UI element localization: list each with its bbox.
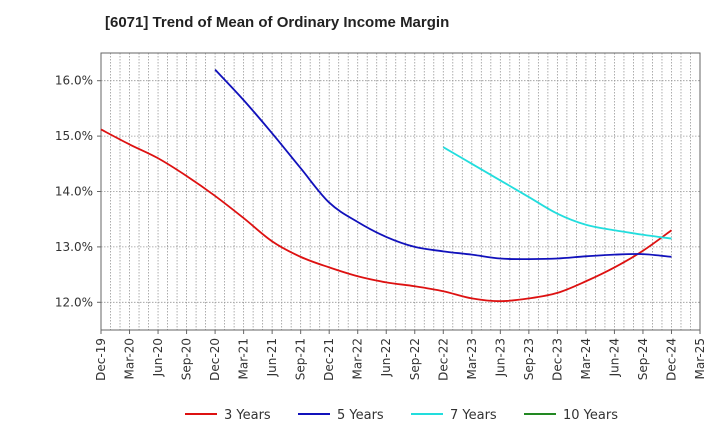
x-tick-label: Jun-23 (493, 338, 507, 377)
x-tick-label: Sep-20 (180, 338, 194, 380)
x-tick-label: Sep-21 (294, 338, 308, 380)
x-tick-label: Sep-24 (636, 338, 650, 380)
legend-label: 7 Years (450, 408, 497, 423)
legend: 3 Years 5 Years 7 Years 10 Years (185, 408, 618, 423)
legend-item: 5 Years (298, 408, 384, 423)
x-tick-label: Mar-21 (237, 338, 251, 379)
x-tick-label: Mar-25 (693, 338, 707, 379)
x-axis-ticks: Dec-19 Mar-20 Jun-20 Sep-20 Dec-20 Mar-21 Jun-… (94, 330, 707, 381)
y-tick-label: 12.0% (55, 295, 93, 309)
chart-title: [6071] Trend of Mean of Ordinary Income … (105, 14, 450, 31)
x-tick-label: Dec-23 (550, 338, 564, 381)
legend-item: 10 Years (524, 408, 618, 423)
plot-area-frame (100, 52, 701, 331)
x-tick-label: Dec-20 (208, 338, 222, 381)
y-tick-label: 13.0% (55, 240, 93, 254)
x-tick-label: Sep-22 (408, 338, 422, 380)
x-tick-label: Mar-23 (465, 338, 479, 379)
x-tick-label: Dec-22 (436, 338, 450, 381)
x-tick-label: Mar-24 (579, 338, 593, 379)
x-tick-label: Jun-21 (265, 338, 279, 377)
y-axis-ticks: 12.0% 13.0% 14.0% 15.0% 16.0% (55, 74, 101, 309)
y-tick-label: 15.0% (55, 129, 93, 143)
legend-label: 3 Years (224, 408, 271, 423)
series-lines (100, 69, 673, 303)
legend-item: 3 Years (185, 408, 271, 423)
series-line (442, 146, 672, 240)
y-tick-label: 16.0% (55, 74, 93, 88)
x-tick-label: Mar-22 (351, 338, 365, 379)
y-tick-label: 14.0% (55, 185, 93, 199)
x-tick-label: Dec-24 (664, 338, 678, 381)
x-tick-label: Mar-20 (123, 338, 137, 379)
x-tick-label: Jun-24 (607, 338, 621, 377)
grid (101, 53, 700, 330)
legend-item: 7 Years (411, 408, 497, 423)
x-tick-label: Jun-22 (379, 338, 393, 377)
legend-label: 5 Years (337, 408, 384, 423)
series-line (100, 128, 673, 303)
legend-label: 10 Years (563, 408, 618, 423)
x-tick-label: Sep-23 (522, 338, 536, 380)
x-tick-label: Jun-20 (151, 338, 165, 377)
x-tick-label: Dec-21 (322, 338, 336, 381)
x-tick-label: Dec-19 (94, 338, 108, 381)
series-line (214, 69, 672, 261)
